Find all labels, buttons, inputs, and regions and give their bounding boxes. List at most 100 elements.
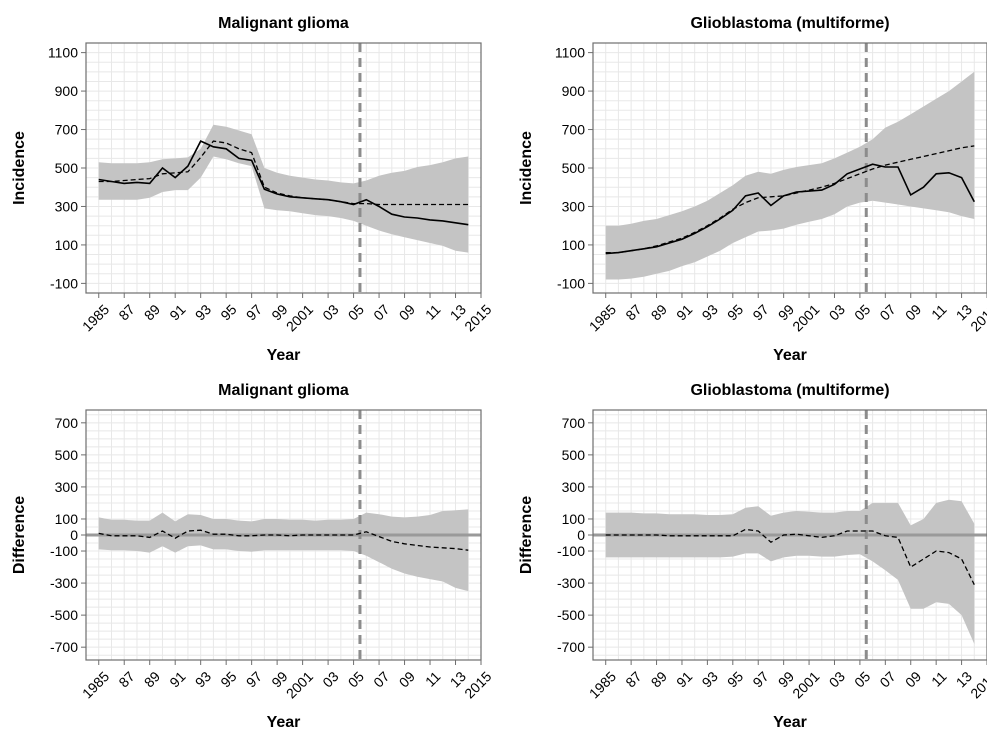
x-tick-label: 2001 bbox=[283, 668, 316, 701]
x-tick-label: 89 bbox=[141, 668, 163, 690]
x-tick-label: 05 bbox=[345, 668, 367, 690]
x-tick-label: 2001 bbox=[789, 301, 822, 334]
x-tick-label: 95 bbox=[217, 301, 239, 323]
y-tick-label: 700 bbox=[55, 415, 79, 431]
y-axis-label: Difference bbox=[518, 496, 535, 574]
x-tick-label: 09 bbox=[396, 301, 418, 323]
x-tick-label: 11 bbox=[422, 301, 444, 323]
y-tick-label: 300 bbox=[55, 198, 79, 214]
x-tick-label: 97 bbox=[243, 301, 265, 323]
y-tick-label: 700 bbox=[562, 122, 586, 138]
chart-title: Malignant glioma bbox=[218, 15, 349, 32]
y-tick-label: 500 bbox=[55, 160, 79, 176]
panel-plot-area bbox=[605, 43, 976, 293]
x-tick-label: 89 bbox=[648, 668, 670, 690]
y-tick-label: -300 bbox=[50, 575, 78, 591]
y-tick-label: 500 bbox=[55, 447, 79, 463]
x-tick-label: 11 bbox=[422, 668, 444, 690]
x-tick-label: 07 bbox=[370, 668, 392, 690]
x-axis-label: Year bbox=[773, 347, 807, 364]
x-tick-label: 87 bbox=[622, 668, 644, 690]
x-tick-label: 05 bbox=[851, 668, 873, 690]
y-tick-label: 900 bbox=[562, 83, 586, 99]
confidence-band bbox=[98, 509, 469, 592]
chart-title: Glioblastoma (multiforme) bbox=[690, 382, 889, 399]
series-line-dashed bbox=[98, 529, 469, 551]
x-tick-label: 07 bbox=[876, 301, 898, 323]
x-tick-label: 91 bbox=[166, 668, 188, 690]
y-tick-label: -500 bbox=[50, 607, 78, 623]
y-tick-label: 1100 bbox=[555, 45, 585, 61]
confidence-band bbox=[605, 71, 975, 280]
y-tick-label: -500 bbox=[557, 607, 585, 623]
panel-plot-area bbox=[593, 410, 987, 660]
y-tick-label: -100 bbox=[50, 543, 78, 559]
series-line-dashed bbox=[605, 528, 975, 585]
x-tick-label: 89 bbox=[648, 301, 670, 323]
x-tick-label: 97 bbox=[243, 668, 265, 690]
x-tick-label: 91 bbox=[673, 668, 695, 690]
y-tick-label: 100 bbox=[562, 237, 586, 253]
y-tick-label: -300 bbox=[557, 575, 585, 591]
x-tick-label: 95 bbox=[724, 668, 746, 690]
series-line-solid bbox=[98, 140, 469, 226]
x-tick-label: 2015 bbox=[461, 301, 494, 334]
y-tick-label: -100 bbox=[557, 275, 585, 291]
x-tick-label: 2015 bbox=[967, 301, 987, 334]
y-tick-label: -700 bbox=[50, 639, 78, 655]
x-tick-label: 95 bbox=[217, 668, 239, 690]
y-tick-label: -700 bbox=[557, 639, 585, 655]
x-tick-label: 1985 bbox=[79, 301, 112, 334]
y-tick-label: 700 bbox=[562, 415, 586, 431]
x-tick-label: 91 bbox=[673, 301, 695, 323]
y-tick-label: 500 bbox=[562, 160, 586, 176]
y-axis-label: Incidence bbox=[518, 131, 535, 205]
x-tick-label: 93 bbox=[699, 301, 721, 323]
x-tick-label: 03 bbox=[319, 301, 341, 323]
x-tick-label: 89 bbox=[141, 301, 163, 323]
y-tick-label: 1100 bbox=[48, 45, 78, 61]
series-line-dashed bbox=[605, 145, 975, 254]
panel-plot-area bbox=[98, 43, 469, 293]
y-tick-label: 700 bbox=[55, 122, 79, 138]
x-tick-label: 03 bbox=[319, 668, 341, 690]
y-tick-label: 100 bbox=[562, 511, 586, 527]
y-tick-label: 500 bbox=[562, 447, 586, 463]
panel-plot-area bbox=[86, 410, 481, 660]
x-tick-label: 11 bbox=[928, 668, 950, 690]
y-axis-label: Incidence bbox=[11, 131, 28, 205]
y-tick-label: -100 bbox=[50, 275, 78, 291]
y-tick-label: 0 bbox=[70, 527, 78, 543]
x-tick-label: 1985 bbox=[79, 668, 112, 701]
x-tick-label: 05 bbox=[851, 301, 873, 323]
y-tick-label: 300 bbox=[55, 479, 79, 495]
x-tick-label: 2015 bbox=[461, 668, 494, 701]
x-tick-label: 2015 bbox=[967, 668, 987, 701]
y-tick-label: 0 bbox=[577, 527, 585, 543]
x-tick-label: 87 bbox=[115, 668, 137, 690]
x-tick-label: 87 bbox=[622, 301, 644, 323]
y-tick-label: 300 bbox=[562, 198, 586, 214]
y-tick-label: -100 bbox=[557, 543, 585, 559]
x-tick-label: 03 bbox=[826, 301, 848, 323]
y-tick-label: 900 bbox=[55, 83, 79, 99]
x-tick-label: 97 bbox=[749, 668, 771, 690]
x-tick-label: 07 bbox=[370, 301, 392, 323]
x-tick-label: 2001 bbox=[283, 301, 316, 334]
x-tick-label: 95 bbox=[724, 301, 746, 323]
x-tick-label: 97 bbox=[749, 301, 771, 323]
x-tick-label: 91 bbox=[166, 301, 188, 323]
y-axis-label: Difference bbox=[11, 496, 28, 574]
x-tick-label: 1985 bbox=[586, 668, 619, 701]
confidence-band bbox=[98, 124, 469, 253]
chart-title: Glioblastoma (multiforme) bbox=[690, 15, 889, 32]
x-tick-label: 93 bbox=[192, 668, 214, 690]
x-tick-label: 07 bbox=[876, 668, 898, 690]
chart-title: Malignant glioma bbox=[218, 382, 349, 399]
x-axis-label: Year bbox=[267, 714, 301, 730]
y-tick-label: 100 bbox=[55, 237, 79, 253]
x-tick-label: 2001 bbox=[789, 668, 822, 701]
